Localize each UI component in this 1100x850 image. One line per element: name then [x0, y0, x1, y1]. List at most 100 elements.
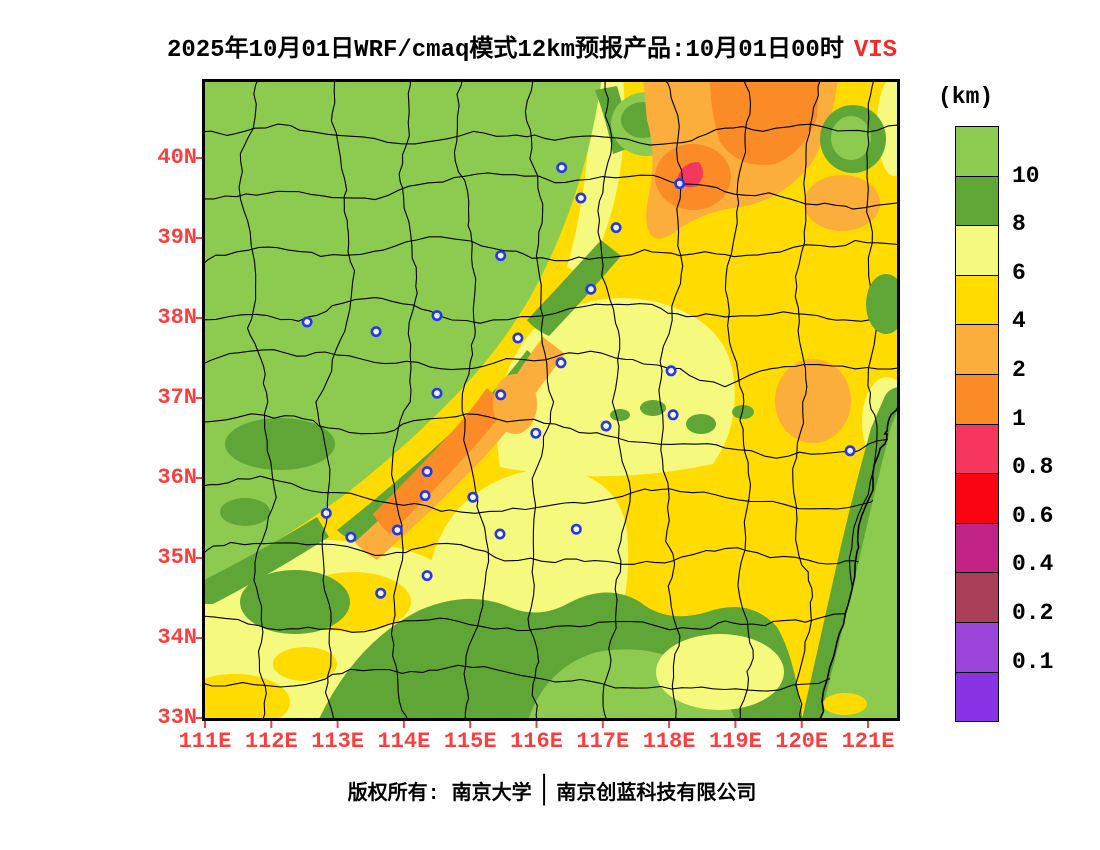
- copyright-footer: 版权所有: 南京大学 │ 南京创蓝科技有限公司: [347, 775, 757, 807]
- lon-label-115E: 115E: [443, 729, 497, 754]
- region-darkgreen-patch: [640, 400, 666, 416]
- lat-label-40N: 40N: [157, 145, 197, 170]
- boundary-line: [205, 663, 897, 692]
- county-boundaries: [205, 82, 897, 718]
- colorbar: [955, 126, 999, 723]
- colorbar-label-0.8: 0.8: [1012, 454, 1054, 481]
- colorbar-box-2: [955, 225, 999, 276]
- coastline: [819, 407, 897, 718]
- station-marker: [320, 507, 332, 519]
- station-marker: [585, 283, 597, 295]
- region-yellow-patch: [273, 647, 337, 681]
- region-darkgreen-band: [205, 517, 329, 604]
- boundary-line: [315, 82, 356, 718]
- colorbar-label-6: 6: [1012, 259, 1026, 286]
- region-yellow-patch: [205, 674, 290, 718]
- colorbar-label-0.4: 0.4: [1012, 551, 1054, 578]
- colorbar-box-11: [955, 671, 999, 723]
- region-darkgreen-peninsula: [866, 274, 897, 334]
- colorbar-box-10: [955, 621, 999, 673]
- colorbar-box-3: [955, 274, 999, 326]
- station-marker: [301, 316, 313, 328]
- region-green-donut-center: [831, 116, 871, 160]
- boundary-line: [205, 349, 897, 388]
- lon-label-118E: 118E: [642, 729, 696, 754]
- region-orange-central-core: [373, 388, 507, 534]
- boundary-line: [658, 82, 684, 718]
- station-marker: [610, 222, 622, 234]
- lon-label-114E: 114E: [377, 729, 431, 754]
- region-lightorange-east-lower: [775, 359, 851, 443]
- colorbar-box-0: [955, 126, 999, 177]
- station-marker: [494, 528, 506, 540]
- station-marker: [556, 162, 568, 174]
- colorbar-label-2: 2: [1012, 357, 1026, 383]
- region-darkgreen-band: [527, 240, 621, 336]
- title-main: 2025年10月01日WRF/cmaq模式12km预报产品:10月01日00时: [166, 37, 844, 64]
- station-marker: [370, 326, 382, 338]
- colorbar-box-4: [955, 324, 999, 375]
- region-lightorange-east-upper: [804, 175, 880, 231]
- boundary-line: [238, 82, 277, 718]
- lat-label-38N: 38N: [157, 305, 197, 330]
- station-marker: [600, 420, 612, 432]
- colorbar-label-0.1: 0.1: [1012, 648, 1054, 675]
- station-marker: [345, 531, 357, 543]
- lon-label-119E: 119E: [708, 729, 762, 754]
- lat-label-37N: 37N: [157, 385, 197, 410]
- boundary-line: [205, 475, 897, 514]
- region-darkgreen-patch: [240, 570, 350, 634]
- boundary-line: [205, 172, 897, 210]
- region-darkgreen-patch: [610, 409, 630, 421]
- region-lightorange-band-blob: [493, 374, 537, 434]
- station-marker: [431, 310, 443, 322]
- station-marker: [495, 250, 507, 262]
- station-marker: [555, 357, 567, 369]
- boundary-line: [453, 82, 490, 718]
- station-marker: [419, 490, 431, 502]
- boundary-line: [205, 297, 897, 324]
- colorbar-label-10: 10: [1012, 162, 1040, 189]
- colorbar-label-0.2: 0.2: [1012, 600, 1054, 626]
- forecast-map: [196, 79, 900, 728]
- boundary-line: [205, 413, 897, 459]
- lon-label-113E: 113E: [311, 729, 364, 754]
- lon-label-111E: 111E: [178, 729, 232, 754]
- station-marker: [421, 466, 433, 478]
- colorbar-box-8: [955, 522, 999, 574]
- footer-divider: │: [535, 775, 553, 806]
- station-marker: [674, 178, 686, 190]
- region-pale-pocket-south: [656, 634, 784, 710]
- region-orange-northeast: [710, 82, 820, 165]
- colorbar-label-8: 8: [1012, 211, 1026, 238]
- copyright-left: 版权所有: 南京大学: [347, 783, 532, 806]
- colorbar-box-9: [955, 572, 999, 623]
- lon-label-112E: 112E: [244, 729, 298, 754]
- station-markers: [301, 162, 856, 599]
- region-darkgreen-patch: [732, 405, 754, 419]
- boundary-line: [724, 82, 754, 718]
- map-frame: [202, 79, 900, 721]
- colorbar-label-1: 1: [1012, 405, 1026, 432]
- station-marker: [530, 427, 542, 439]
- colorbar-unit-label: (km): [938, 84, 994, 110]
- station-marker: [844, 445, 856, 457]
- lat-label-39N: 39N: [157, 225, 197, 250]
- station-marker: [467, 491, 479, 503]
- station-marker: [575, 192, 587, 204]
- colorbar-label-0.6: 0.6: [1012, 502, 1054, 529]
- boundary-line: [205, 541, 897, 566]
- station-marker: [667, 409, 679, 421]
- lat-label-36N: 36N: [157, 465, 197, 490]
- figure-title: 2025年10月01日WRF/cmaq模式12km预报产品:10月01日00时 V…: [167, 28, 897, 64]
- title-variable-vis: VIS: [853, 37, 898, 64]
- region-darkgreen-patch: [225, 418, 335, 470]
- station-marker: [421, 570, 433, 582]
- colorbar-box-6: [955, 423, 999, 475]
- copyright-right: 南京创蓝科技有限公司: [556, 783, 757, 806]
- boundary-line: [205, 604, 897, 633]
- lon-label-121E: 121E: [841, 729, 895, 754]
- station-marker: [391, 524, 403, 536]
- colorbar-box-5: [955, 373, 999, 425]
